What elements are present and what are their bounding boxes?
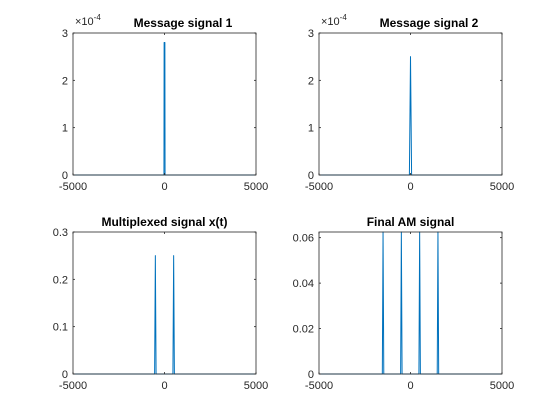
y-tick-label: 0.02 <box>293 324 314 336</box>
x-tick-label: 5000 <box>490 181 514 193</box>
y-tick-label: 0.1 <box>53 322 68 334</box>
x-tick-label: 0 <box>161 380 167 392</box>
y-tick-label: 3 <box>308 28 314 40</box>
y-tick-label: 0.04 <box>293 278 314 290</box>
x-tick-label: 5000 <box>244 181 268 193</box>
y-tick-label: 0 <box>308 369 314 381</box>
x-tick-label: 0 <box>407 181 413 193</box>
x-tick-label: -5000 <box>305 181 333 193</box>
y-tick-label: 2 <box>62 75 68 87</box>
y-exponent-label: ×10-4 <box>75 13 101 28</box>
x-tick-label: -5000 <box>305 380 333 392</box>
plot-area <box>73 232 256 374</box>
x-tick-label: 5000 <box>244 380 268 392</box>
y-tick-label: 0 <box>62 369 68 381</box>
x-tick-label: 0 <box>161 181 167 193</box>
y-tick-label: 0.3 <box>53 227 68 239</box>
y-tick-label: 3 <box>62 28 68 40</box>
x-tick-label: -5000 <box>59 380 87 392</box>
x-tick-label: -5000 <box>59 181 87 193</box>
subplot-title: Message signal 1 <box>134 16 233 30</box>
y-tick-label: 0.2 <box>53 274 68 286</box>
y-tick-label: 1 <box>308 123 314 135</box>
subplot-title: Final AM signal <box>367 215 455 229</box>
y-tick-label: 0.06 <box>293 233 314 245</box>
y-tick-label: 2 <box>308 75 314 87</box>
y-tick-label: 0 <box>62 170 68 182</box>
subplot-title: Message signal 2 <box>380 16 479 30</box>
y-tick-label: 0 <box>308 170 314 182</box>
x-tick-label: 5000 <box>490 380 514 392</box>
y-tick-label: 1 <box>62 123 68 135</box>
subplot-title: Multiplexed signal x(t) <box>101 215 227 229</box>
plot-area <box>319 232 502 374</box>
y-exponent-label: ×10-4 <box>321 13 347 28</box>
x-tick-label: 0 <box>407 380 413 392</box>
